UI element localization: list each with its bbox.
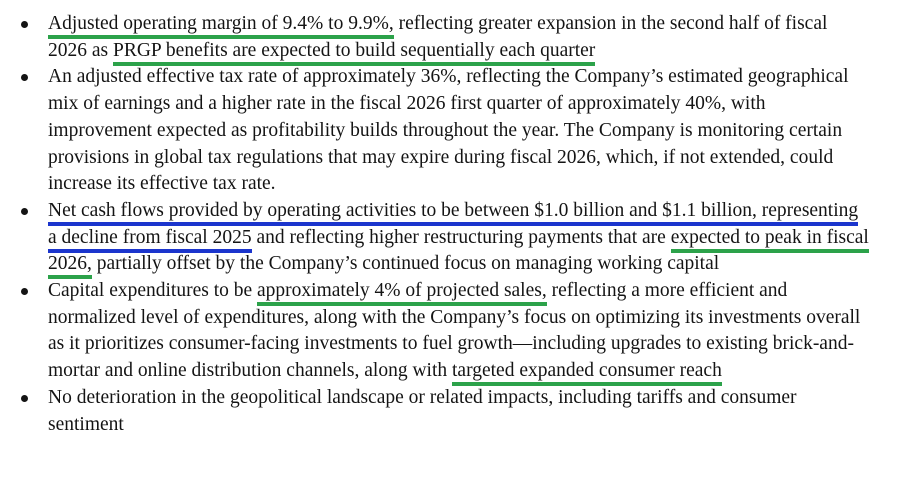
guidance-bullet-list: Adjusted operating margin of 9.4% to 9.9… (18, 11, 871, 438)
bullet-marker-icon (21, 288, 28, 296)
bullet-item: An adjusted effective tax rate of approx… (18, 64, 871, 198)
text-segment: No deterioration in the geopolitical lan… (48, 386, 797, 435)
bullet-item: Net cash flows provided by operating act… (18, 198, 871, 280)
green-underlined-text: approximately 4% of projected sales, (257, 280, 547, 307)
text-segment: and reflecting higher restructuring paym… (251, 226, 671, 248)
bullet-marker-icon (21, 394, 28, 402)
blue-underlined-text: Net cash flows provided by operating act… (48, 199, 859, 253)
bullet-item: Adjusted operating margin of 9.4% to 9.9… (18, 11, 871, 66)
bullet-marker-icon (21, 74, 28, 82)
bullet-item: No deterioration in the geopolitical lan… (18, 385, 871, 438)
text-segment: reflecting a more efficient and normaliz… (48, 280, 861, 382)
bullet-marker-icon (21, 207, 28, 215)
text-segment: An adjusted effective tax rate of approx… (48, 66, 849, 195)
green-underlined-text: Adjusted operating margin of 9.4% to 9.9… (48, 13, 394, 39)
text-segment: reflecting greater expansion in the seco… (48, 13, 828, 61)
green-underlined-text: PRGP benefits are expected to build sequ… (113, 39, 596, 66)
bullet-item: Capital expenditures to be approximately… (18, 278, 871, 387)
text-segment: Capital expenditures to be (48, 280, 258, 302)
bullet-marker-icon (21, 21, 28, 28)
green-underlined-text: expected to peak in fiscal 2026, (48, 226, 869, 280)
green-underlined-text: targeted expanded consumer reach (452, 360, 722, 387)
text-segment: partially offset by the Company’s contin… (91, 253, 720, 275)
